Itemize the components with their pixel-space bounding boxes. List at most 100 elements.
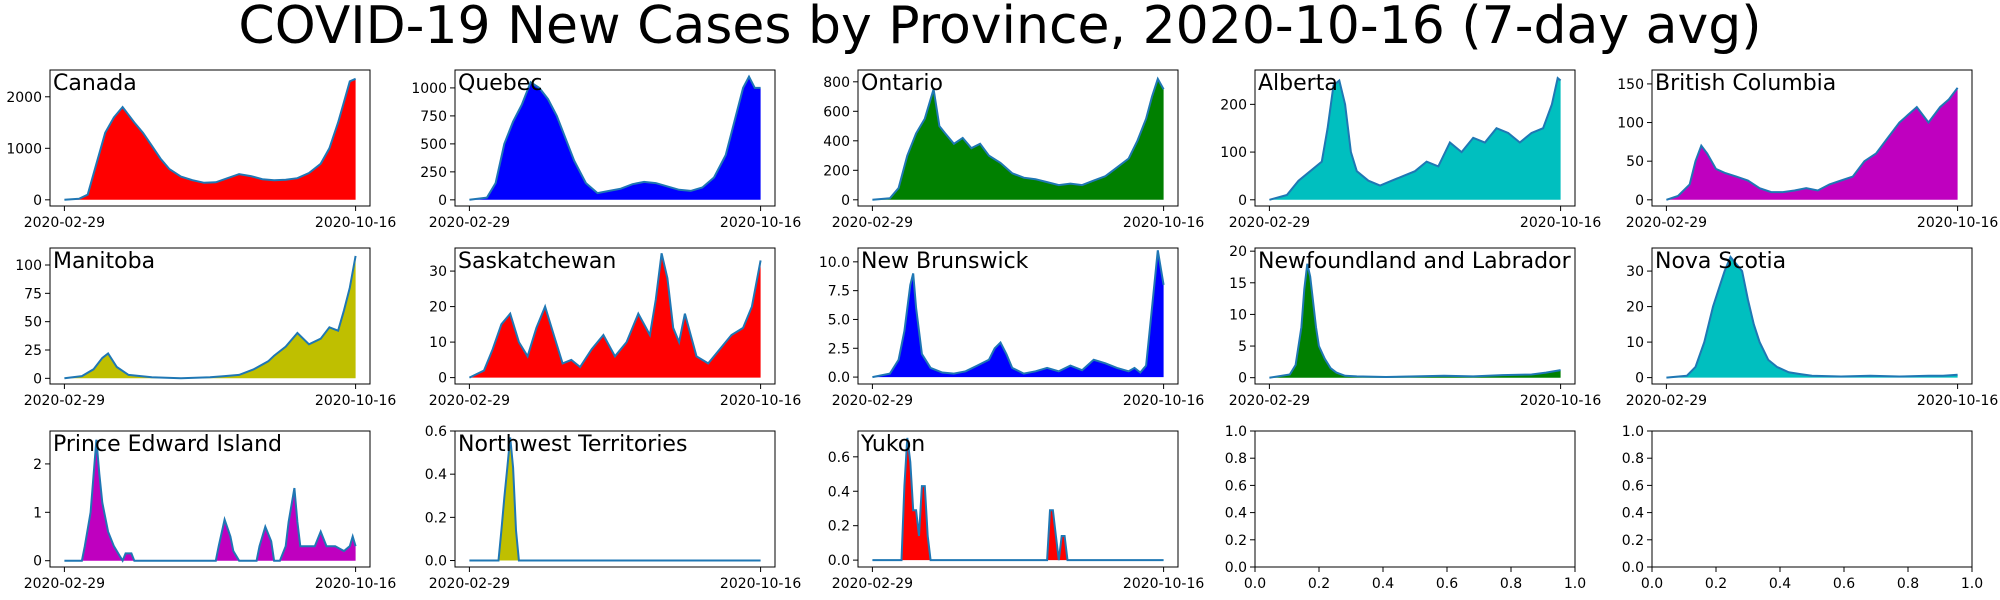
y-tick-label: 15 xyxy=(1229,276,1247,292)
axes-frame xyxy=(454,430,776,568)
x-tick-label: 2020-02-29 xyxy=(832,393,913,409)
axes-frame xyxy=(49,69,371,207)
x-tick-label: 2020-10-16 xyxy=(1123,576,1204,592)
x-tick-label: 0.8 xyxy=(1500,576,1522,592)
y-tick-label: 2.5 xyxy=(828,341,850,357)
y-tick-label: 0.2 xyxy=(828,519,850,535)
plot-area xyxy=(1652,431,1972,567)
series-line xyxy=(1269,263,1561,379)
x-tick-label: 1.0 xyxy=(1564,576,1586,592)
x-tick-label: 0.8 xyxy=(1897,576,1919,592)
y-tick-label: 0.0 xyxy=(1225,560,1247,576)
y-tick-label: 1.0 xyxy=(1225,424,1247,440)
y-tick-label: 400 xyxy=(823,134,850,150)
y-tick-label: 200 xyxy=(1220,97,1247,113)
panel-title: Ontario xyxy=(861,71,943,96)
series-area xyxy=(469,76,761,200)
y-tick-label: 0.0 xyxy=(425,554,447,570)
panel-empty-14: 0.0 0.2 0.4 0.6 0.8 1.0 0.0 0.2 0.4 0.6 0.8 1.0 xyxy=(1622,424,1983,592)
y-tick-label: 0.2 xyxy=(1225,533,1247,549)
x-tick-label: 2020-10-16 xyxy=(1520,215,1601,231)
panel-title: Yukon xyxy=(860,432,925,457)
x-tick-label: 2020-10-16 xyxy=(315,393,396,409)
series-line xyxy=(872,250,1165,379)
series-area xyxy=(872,250,1164,378)
series-area xyxy=(1269,263,1561,378)
panel-title: Prince Edward Island xyxy=(53,432,282,457)
y-tick-label: 0 xyxy=(33,193,42,209)
x-tick-label: 2020-02-29 xyxy=(1626,393,1707,409)
x-tick-label: 0.4 xyxy=(1372,576,1394,592)
axes-frame xyxy=(1254,247,1576,385)
y-tick-label: 5 xyxy=(1238,339,1247,355)
x-tick-label: 2020-10-16 xyxy=(315,576,396,592)
y-tick-label: 0.4 xyxy=(425,467,447,483)
axes-frame xyxy=(1651,430,1973,568)
y-tick-label: 50 xyxy=(1626,154,1644,170)
y-tick-label: 0 xyxy=(1238,193,1247,209)
series-line xyxy=(469,74,761,201)
x-tick-label: 0.0 xyxy=(1641,576,1663,592)
y-tick-label: 0.0 xyxy=(828,370,850,386)
y-tick-label: 0.2 xyxy=(1622,533,1644,549)
x-tick-label: 2020-10-16 xyxy=(1123,393,1204,409)
series-line xyxy=(64,439,357,563)
x-tick-label: 2020-10-16 xyxy=(1123,215,1204,231)
y-tick-label: 30 xyxy=(1626,264,1644,280)
y-tick-label: 30 xyxy=(429,264,447,280)
panel-title: New Brunswick xyxy=(861,249,1029,274)
x-tick-label: 2020-10-16 xyxy=(315,215,396,231)
y-tick-label: 0 xyxy=(841,193,850,209)
panel-title: Alberta xyxy=(1258,71,1338,96)
y-tick-label: 0.4 xyxy=(1622,506,1644,522)
series-area xyxy=(872,78,1164,200)
y-tick-label: 0.6 xyxy=(1225,478,1247,494)
x-tick-label: 2020-10-16 xyxy=(1917,393,1998,409)
x-tick-label: 0.2 xyxy=(1308,576,1330,592)
x-tick-label: 2020-02-29 xyxy=(429,393,510,409)
y-tick-label: 2000 xyxy=(6,90,42,106)
axes-frame xyxy=(454,69,776,207)
series-line xyxy=(469,437,761,562)
panel-empty-13: 0.0 0.2 0.4 0.6 0.8 1.0 0.0 0.2 0.4 0.6 0.8 1.0 xyxy=(1225,424,1586,592)
y-tick-label: 200 xyxy=(823,163,850,179)
y-tick-label: 10 xyxy=(429,335,447,351)
y-tick-label: 1000 xyxy=(6,141,42,157)
panel-manitoba: 0 25 50 75 100 2020-02-29 2020-10-16 Manitoba xyxy=(15,247,396,409)
x-tick-label: 0.0 xyxy=(1244,576,1266,592)
y-tick-label: 0 xyxy=(1238,371,1247,387)
y-tick-label: 1000 xyxy=(411,81,447,97)
y-tick-label: 0 xyxy=(438,371,447,387)
y-tick-label: 0 xyxy=(33,371,42,387)
panel-northwest-territories: 0.0 0.2 0.4 0.6 2020-02-29 2020-10-16 Northwes… xyxy=(425,424,802,592)
series-area xyxy=(64,439,356,561)
y-tick-label: 0.6 xyxy=(828,450,850,466)
figure-title: COVID-19 New Cases by Province, 2020-10-… xyxy=(238,0,1762,56)
y-tick-label: 10 xyxy=(1626,335,1644,351)
axes-frame xyxy=(857,69,1179,207)
y-tick-label: 25 xyxy=(24,343,42,359)
x-tick-label: 2020-10-16 xyxy=(1520,393,1601,409)
x-tick-label: 2020-02-29 xyxy=(832,576,913,592)
panel-newfoundland-and-labrador: 0 5 10 15 20 2020-02-29 2020-10-16 Newfoundland… xyxy=(1229,244,1602,409)
y-tick-label: 1 xyxy=(33,505,42,521)
x-tick-label: 2020-02-29 xyxy=(832,215,913,231)
x-tick-label: 2020-02-29 xyxy=(24,215,105,231)
x-tick-label: 2020-10-16 xyxy=(720,393,801,409)
series-line xyxy=(1269,76,1562,201)
x-tick-label: 2020-02-29 xyxy=(429,215,510,231)
panel-title: British Columbia xyxy=(1655,71,1836,96)
series-area xyxy=(1666,87,1958,200)
axes-frame xyxy=(454,247,776,385)
series-line xyxy=(64,255,357,380)
y-tick-label: 0.0 xyxy=(1622,560,1644,576)
x-tick-label: 0.4 xyxy=(1769,576,1791,592)
y-tick-label: 0.4 xyxy=(1225,506,1247,522)
panel-british-columbia: 0 50 100 150 2020-02-29 2020-10-16 British Col… xyxy=(1617,69,1998,231)
y-tick-label: 50 xyxy=(24,315,42,331)
panel-title: Quebec xyxy=(458,71,542,96)
panel-prince-edward-island: 0 1 2 2020-02-29 2020-10-16 Prince Edward Isl… xyxy=(24,430,396,592)
series-line xyxy=(872,437,1164,562)
axes-frame xyxy=(1651,69,1973,207)
